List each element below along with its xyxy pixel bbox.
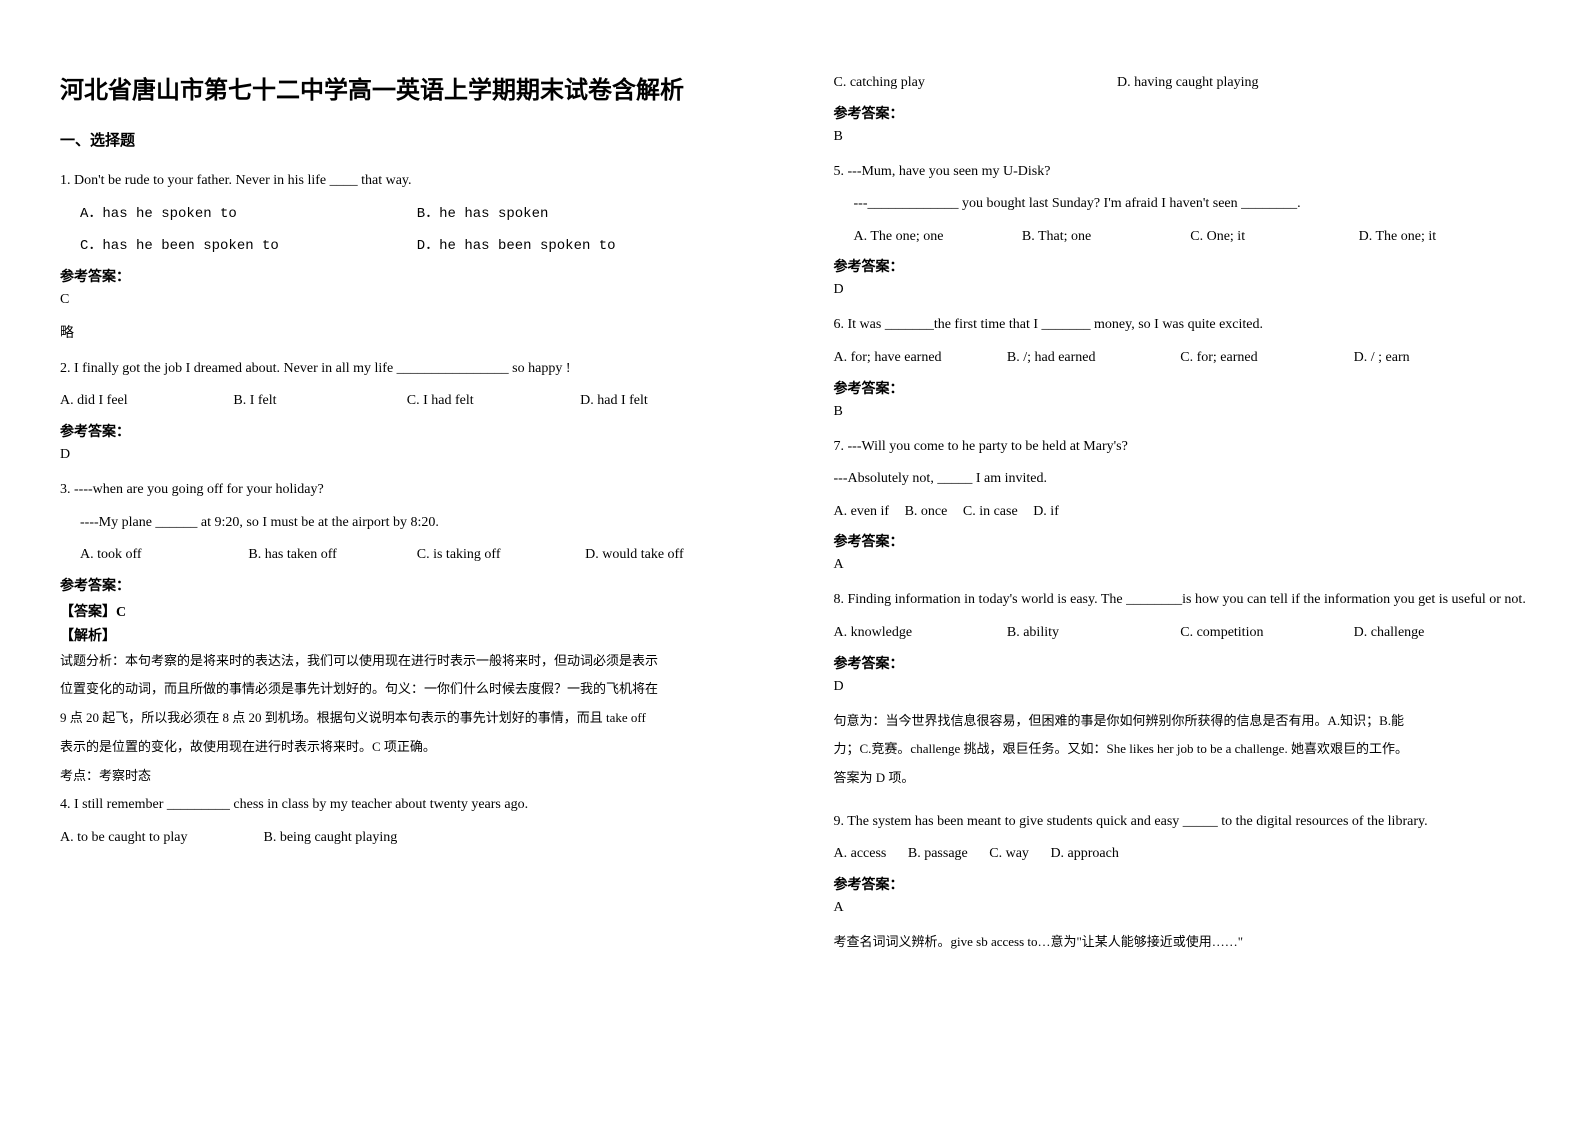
- q1-opt-d: D．he has been spoken to: [417, 233, 754, 260]
- q6-opt-d: D. / ; earn: [1354, 345, 1527, 372]
- q3-ans-tag: 【答案】C: [60, 601, 754, 621]
- q9-exp: 考查名词词义辨析。give sb access to…意为"让某人能够接近或使用…: [834, 930, 1528, 955]
- q1-opt-c: C．has he been spoken to: [80, 233, 417, 260]
- question-4-text: 4. I still remember _________ chess in c…: [60, 792, 754, 819]
- q1-opt-b: B．he has spoken: [417, 201, 754, 228]
- q7-answer: A: [834, 557, 1528, 573]
- q3-opt-a: A. took off: [80, 542, 248, 569]
- q3-exp3: 9 点 20 起飞，所以我必须在 8 点 20 到机场。根据句义说明本句表示的事…: [60, 706, 754, 731]
- q8-opt-a: A. knowledge: [834, 620, 1007, 647]
- q2-answer: D: [60, 447, 754, 463]
- question-9-options: A. access B. passage C. way D. approach: [834, 841, 1528, 868]
- q7-opt-d: D. if: [1033, 499, 1059, 526]
- question-1-options-row2: C．has he been spoken to D．he has been sp…: [60, 233, 754, 260]
- q8-answer: D: [834, 679, 1528, 695]
- question-2-options: A. did I feel B. I felt C. I had felt D.…: [60, 388, 754, 415]
- q5-opt-a: A. The one; one: [854, 224, 1022, 251]
- question-3-text2: ----My plane ______ at 9:20, so I must b…: [60, 510, 754, 537]
- exam-title: 河北省唐山市第七十二中学高一英语上学期期末试卷含解析: [60, 70, 754, 105]
- q2-answer-label: 参考答案：: [60, 421, 754, 441]
- q3-exp-tag: 【解析】: [60, 625, 754, 645]
- q9-opt-a: A. access: [834, 841, 887, 868]
- q1-answer: C: [60, 292, 754, 308]
- question-6-text: 6. It was _______the first time that I _…: [834, 312, 1528, 339]
- question-5-text1: 5. ---Mum, have you seen my U-Disk?: [834, 159, 1528, 186]
- question-9-text: 9. The system has been meant to give stu…: [834, 809, 1528, 836]
- question-8-text: 8. Finding information in today's world …: [834, 587, 1528, 614]
- q8-opt-c: C. competition: [1180, 620, 1353, 647]
- q8-exp3: 答案为 D 项。: [834, 766, 1528, 791]
- q9-opt-d: D. approach: [1050, 841, 1118, 868]
- q3-opt-c: C. is taking off: [417, 542, 585, 569]
- question-7-options: A. even if B. once C. in case D. if: [834, 499, 1528, 526]
- q9-opt-b: B. passage: [908, 841, 968, 868]
- q6-answer-label: 参考答案：: [834, 378, 1528, 398]
- q3-exp1: 试题分析：本句考察的是将来时的表达法，我们可以使用现在进行时表示一般将来时，但动…: [60, 649, 754, 674]
- q7-opt-a: A. even if: [834, 499, 890, 526]
- question-7-text1: 7. ---Will you come to he party to be he…: [834, 434, 1528, 461]
- q5-opt-d: D. The one; it: [1359, 224, 1527, 251]
- q9-opt-c: C. way: [989, 841, 1029, 868]
- q6-opt-c: C. for; earned: [1180, 345, 1353, 372]
- q4-answer-label: 参考答案：: [834, 103, 1528, 123]
- q5-opt-b: B. That; one: [1022, 224, 1190, 251]
- q8-answer-label: 参考答案：: [834, 653, 1528, 673]
- q5-answer-label: 参考答案：: [834, 256, 1528, 276]
- q6-answer: B: [834, 404, 1528, 420]
- q8-opt-d: D. challenge: [1354, 620, 1527, 647]
- question-1-options-row1: A．has he spoken to B．he has spoken: [60, 201, 754, 228]
- question-1-text: 1. Don't be rude to your father. Never i…: [60, 168, 754, 195]
- q6-opt-b: B. /; had earned: [1007, 345, 1180, 372]
- q7-answer-label: 参考答案：: [834, 531, 1528, 551]
- q4-opt-b: B. being caught playing: [264, 825, 404, 852]
- q3-opt-b: B. has taken off: [248, 542, 416, 569]
- q8-opt-b: B. ability: [1007, 620, 1180, 647]
- q3-opt-d: D. would take off: [585, 542, 753, 569]
- q4-opt-a: A. to be caught to play: [60, 825, 200, 852]
- q5-answer: D: [834, 282, 1528, 298]
- question-5-options: A. The one; one B. That; one C. One; it …: [834, 224, 1528, 251]
- question-2-text: 2. I finally got the job I dreamed about…: [60, 356, 754, 383]
- q2-opt-a: A. did I feel: [60, 388, 233, 415]
- q7-opt-b: B. once: [905, 499, 948, 526]
- q2-opt-b: B. I felt: [233, 388, 406, 415]
- question-4-options-row1: A. to be caught to play B. being caught …: [60, 825, 754, 852]
- question-7-text2: ---Absolutely not, _____ I am invited.: [834, 466, 1528, 493]
- q4-opt-c: C. catching play: [834, 70, 1054, 97]
- q3-exp4: 表示的是位置的变化，故使用现在进行时表示将来时。C 项正确。: [60, 735, 754, 760]
- q7-opt-c: C. in case: [963, 499, 1018, 526]
- question-3-options: A. took off B. has taken off C. is takin…: [60, 542, 754, 569]
- q5-opt-c: C. One; it: [1190, 224, 1358, 251]
- q3-answer-label: 参考答案：: [60, 575, 754, 595]
- question-5-text2: ---_____________ you bought last Sunday?…: [834, 191, 1528, 218]
- question-4-options-row2: C. catching play D. having caught playin…: [834, 70, 1528, 97]
- q4-answer: B: [834, 129, 1528, 145]
- q2-opt-c: C. I had felt: [407, 388, 580, 415]
- question-8-options: A. knowledge B. ability C. competition D…: [834, 620, 1528, 647]
- q8-exp2: 力；C.竞赛。challenge 挑战，艰巨任务。又如：She likes he…: [834, 737, 1528, 762]
- q1-opt-a: A．has he spoken to: [80, 201, 417, 228]
- q6-opt-a: A. for; have earned: [834, 345, 1007, 372]
- q4-opt-d: D. having caught playing: [1117, 70, 1259, 97]
- section-1-header: 一、选择题: [60, 129, 754, 150]
- q3-exp2: 位置变化的动词，而且所做的事情必须是事先计划好的。句义：一你们什么时候去度假？一…: [60, 677, 754, 702]
- q8-exp1: 句意为：当今世界找信息很容易，但困难的事是你如何辨别你所获得的信息是否有用。A.…: [834, 709, 1528, 734]
- q1-answer-label: 参考答案：: [60, 266, 754, 286]
- q3-exp5: 考点：考察时态: [60, 764, 754, 789]
- q1-note: 略: [60, 322, 754, 342]
- q9-answer-label: 参考答案：: [834, 874, 1528, 894]
- q2-opt-d: D. had I felt: [580, 388, 753, 415]
- question-6-options: A. for; have earned B. /; had earned C. …: [834, 345, 1528, 372]
- question-3-text1: 3. ----when are you going off for your h…: [60, 477, 754, 504]
- q9-answer: A: [834, 900, 1528, 916]
